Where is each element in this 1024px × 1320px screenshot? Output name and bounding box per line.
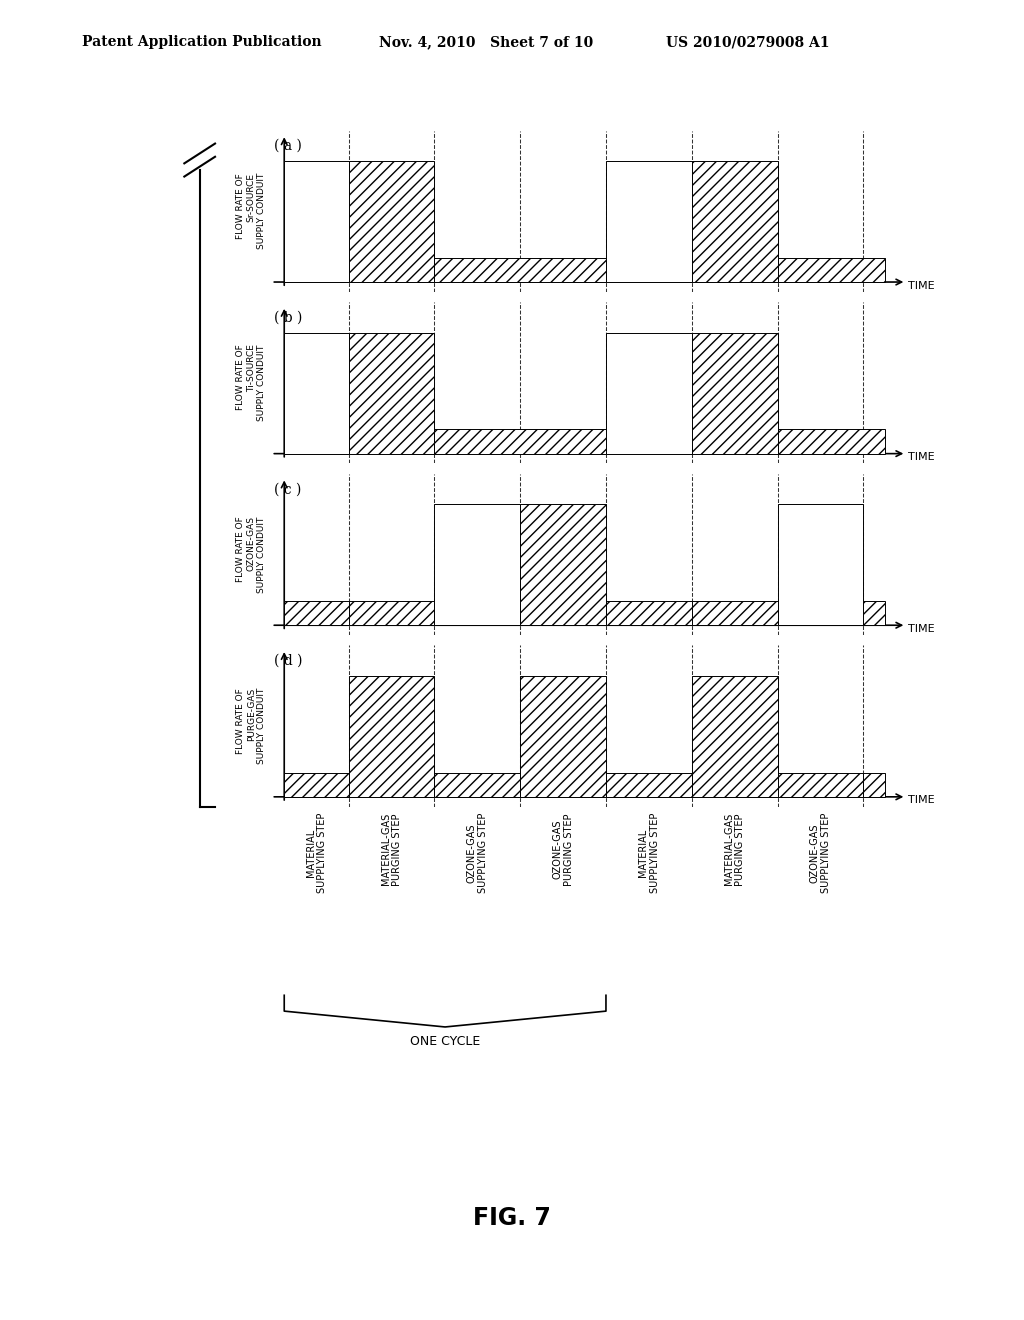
Bar: [348, 676, 434, 797]
Bar: [348, 601, 434, 626]
Text: MATERIAL-GAS
PURGING STEP: MATERIAL-GAS PURGING STEP: [381, 813, 402, 886]
Text: OZONE-GAS
SUPPLYING STEP: OZONE-GAS SUPPLYING STEP: [467, 813, 488, 894]
Text: ( a ): ( a ): [273, 139, 301, 153]
Text: FIG. 7: FIG. 7: [473, 1206, 551, 1230]
Text: ( d ): ( d ): [273, 653, 302, 668]
Text: TIME: TIME: [908, 453, 935, 462]
Bar: [434, 429, 606, 454]
Bar: [606, 772, 692, 797]
Text: TIME: TIME: [908, 281, 935, 290]
Bar: [348, 333, 434, 454]
Text: MATERIAL
SUPPLYING STEP: MATERIAL SUPPLYING STEP: [638, 813, 659, 894]
Bar: [285, 601, 348, 626]
Text: FLOW RATE OF
OZONE-GAS
SUPPLY CONDUIT: FLOW RATE OF OZONE-GAS SUPPLY CONDUIT: [237, 516, 266, 593]
Bar: [692, 676, 777, 797]
Bar: [606, 161, 692, 282]
Bar: [606, 601, 692, 626]
Bar: [692, 161, 777, 282]
Bar: [777, 504, 863, 626]
Bar: [863, 772, 885, 797]
Text: OZONE-GAS
PURGING STEP: OZONE-GAS PURGING STEP: [552, 813, 573, 886]
Text: MATERIAL-GAS
PURGING STEP: MATERIAL-GAS PURGING STEP: [724, 813, 745, 886]
Bar: [777, 429, 885, 454]
Text: Nov. 4, 2010   Sheet 7 of 10: Nov. 4, 2010 Sheet 7 of 10: [379, 36, 593, 49]
Bar: [434, 772, 520, 797]
Bar: [777, 257, 885, 282]
Bar: [520, 504, 606, 626]
Text: TIME: TIME: [908, 796, 935, 805]
Bar: [692, 333, 777, 454]
Bar: [692, 601, 777, 626]
Bar: [434, 257, 606, 282]
Bar: [777, 772, 863, 797]
Bar: [863, 601, 885, 626]
Text: MATERIAL
SUPPLYING STEP: MATERIAL SUPPLYING STEP: [305, 813, 328, 894]
Bar: [520, 676, 606, 797]
Text: FLOW RATE OF
PURGE-GAS
SUPPLY CONDUIT: FLOW RATE OF PURGE-GAS SUPPLY CONDUIT: [237, 688, 266, 764]
Text: US 2010/0279008 A1: US 2010/0279008 A1: [666, 36, 829, 49]
Text: Patent Application Publication: Patent Application Publication: [82, 36, 322, 49]
Bar: [285, 772, 348, 797]
Text: OZONE-GAS
SUPPLYING STEP: OZONE-GAS SUPPLYING STEP: [810, 813, 831, 894]
Text: FLOW RATE OF
Sr-SOURCE
SUPPLY CONDUIT: FLOW RATE OF Sr-SOURCE SUPPLY CONDUIT: [237, 173, 266, 249]
Text: ( c ): ( c ): [273, 482, 301, 496]
Bar: [285, 333, 348, 454]
Text: ONE CYCLE: ONE CYCLE: [410, 1035, 480, 1048]
Bar: [285, 161, 348, 282]
Text: ( b ): ( b ): [273, 310, 302, 325]
Bar: [606, 333, 692, 454]
Text: TIME: TIME: [908, 624, 935, 634]
Bar: [348, 161, 434, 282]
Text: FLOW RATE OF
Ti-SOURCE
SUPPLY CONDUIT: FLOW RATE OF Ti-SOURCE SUPPLY CONDUIT: [237, 345, 266, 421]
Bar: [434, 504, 520, 626]
